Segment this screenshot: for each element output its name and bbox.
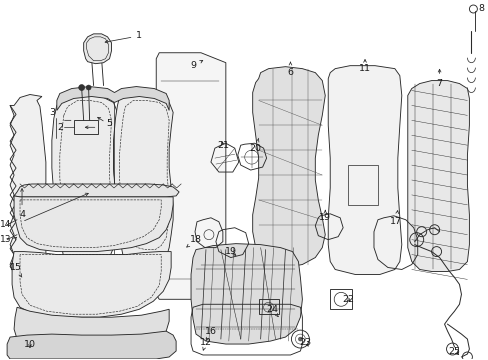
Text: 9: 9 bbox=[190, 60, 203, 70]
Text: 20: 20 bbox=[249, 138, 261, 153]
Text: 6: 6 bbox=[287, 62, 293, 77]
Text: 22: 22 bbox=[342, 295, 353, 304]
Text: 3: 3 bbox=[49, 108, 55, 117]
Text: 21: 21 bbox=[216, 141, 228, 150]
Text: 23: 23 bbox=[299, 338, 311, 347]
Text: 4: 4 bbox=[19, 189, 25, 219]
Text: 8: 8 bbox=[477, 4, 483, 13]
Circle shape bbox=[79, 85, 84, 90]
Polygon shape bbox=[407, 81, 468, 271]
Circle shape bbox=[298, 337, 302, 341]
Text: 18: 18 bbox=[186, 235, 202, 247]
Polygon shape bbox=[7, 331, 176, 359]
Text: 19: 19 bbox=[224, 247, 236, 256]
Polygon shape bbox=[113, 94, 173, 267]
Text: 13: 13 bbox=[0, 235, 12, 244]
Polygon shape bbox=[14, 184, 179, 197]
Text: 25: 25 bbox=[447, 347, 460, 356]
Circle shape bbox=[86, 85, 91, 90]
Polygon shape bbox=[12, 252, 171, 317]
Text: 24: 24 bbox=[266, 305, 278, 317]
Text: 16: 16 bbox=[204, 327, 217, 341]
Text: 10: 10 bbox=[24, 339, 36, 348]
Polygon shape bbox=[83, 34, 111, 64]
Text: 17: 17 bbox=[389, 211, 401, 226]
Polygon shape bbox=[14, 196, 173, 252]
Polygon shape bbox=[191, 244, 302, 344]
Text: 7: 7 bbox=[436, 69, 442, 88]
Polygon shape bbox=[252, 67, 325, 267]
Polygon shape bbox=[327, 66, 401, 274]
Text: 12: 12 bbox=[200, 338, 211, 350]
Text: 2: 2 bbox=[57, 123, 62, 132]
Polygon shape bbox=[14, 307, 169, 347]
Text: 11: 11 bbox=[358, 59, 370, 73]
Polygon shape bbox=[156, 53, 225, 299]
Text: 19: 19 bbox=[319, 210, 330, 222]
Text: 14: 14 bbox=[0, 220, 12, 229]
Text: 5: 5 bbox=[106, 119, 112, 128]
Polygon shape bbox=[57, 86, 169, 111]
Text: 15: 15 bbox=[10, 263, 22, 277]
Polygon shape bbox=[52, 94, 117, 267]
Text: 1: 1 bbox=[105, 31, 142, 43]
Polygon shape bbox=[10, 94, 46, 284]
